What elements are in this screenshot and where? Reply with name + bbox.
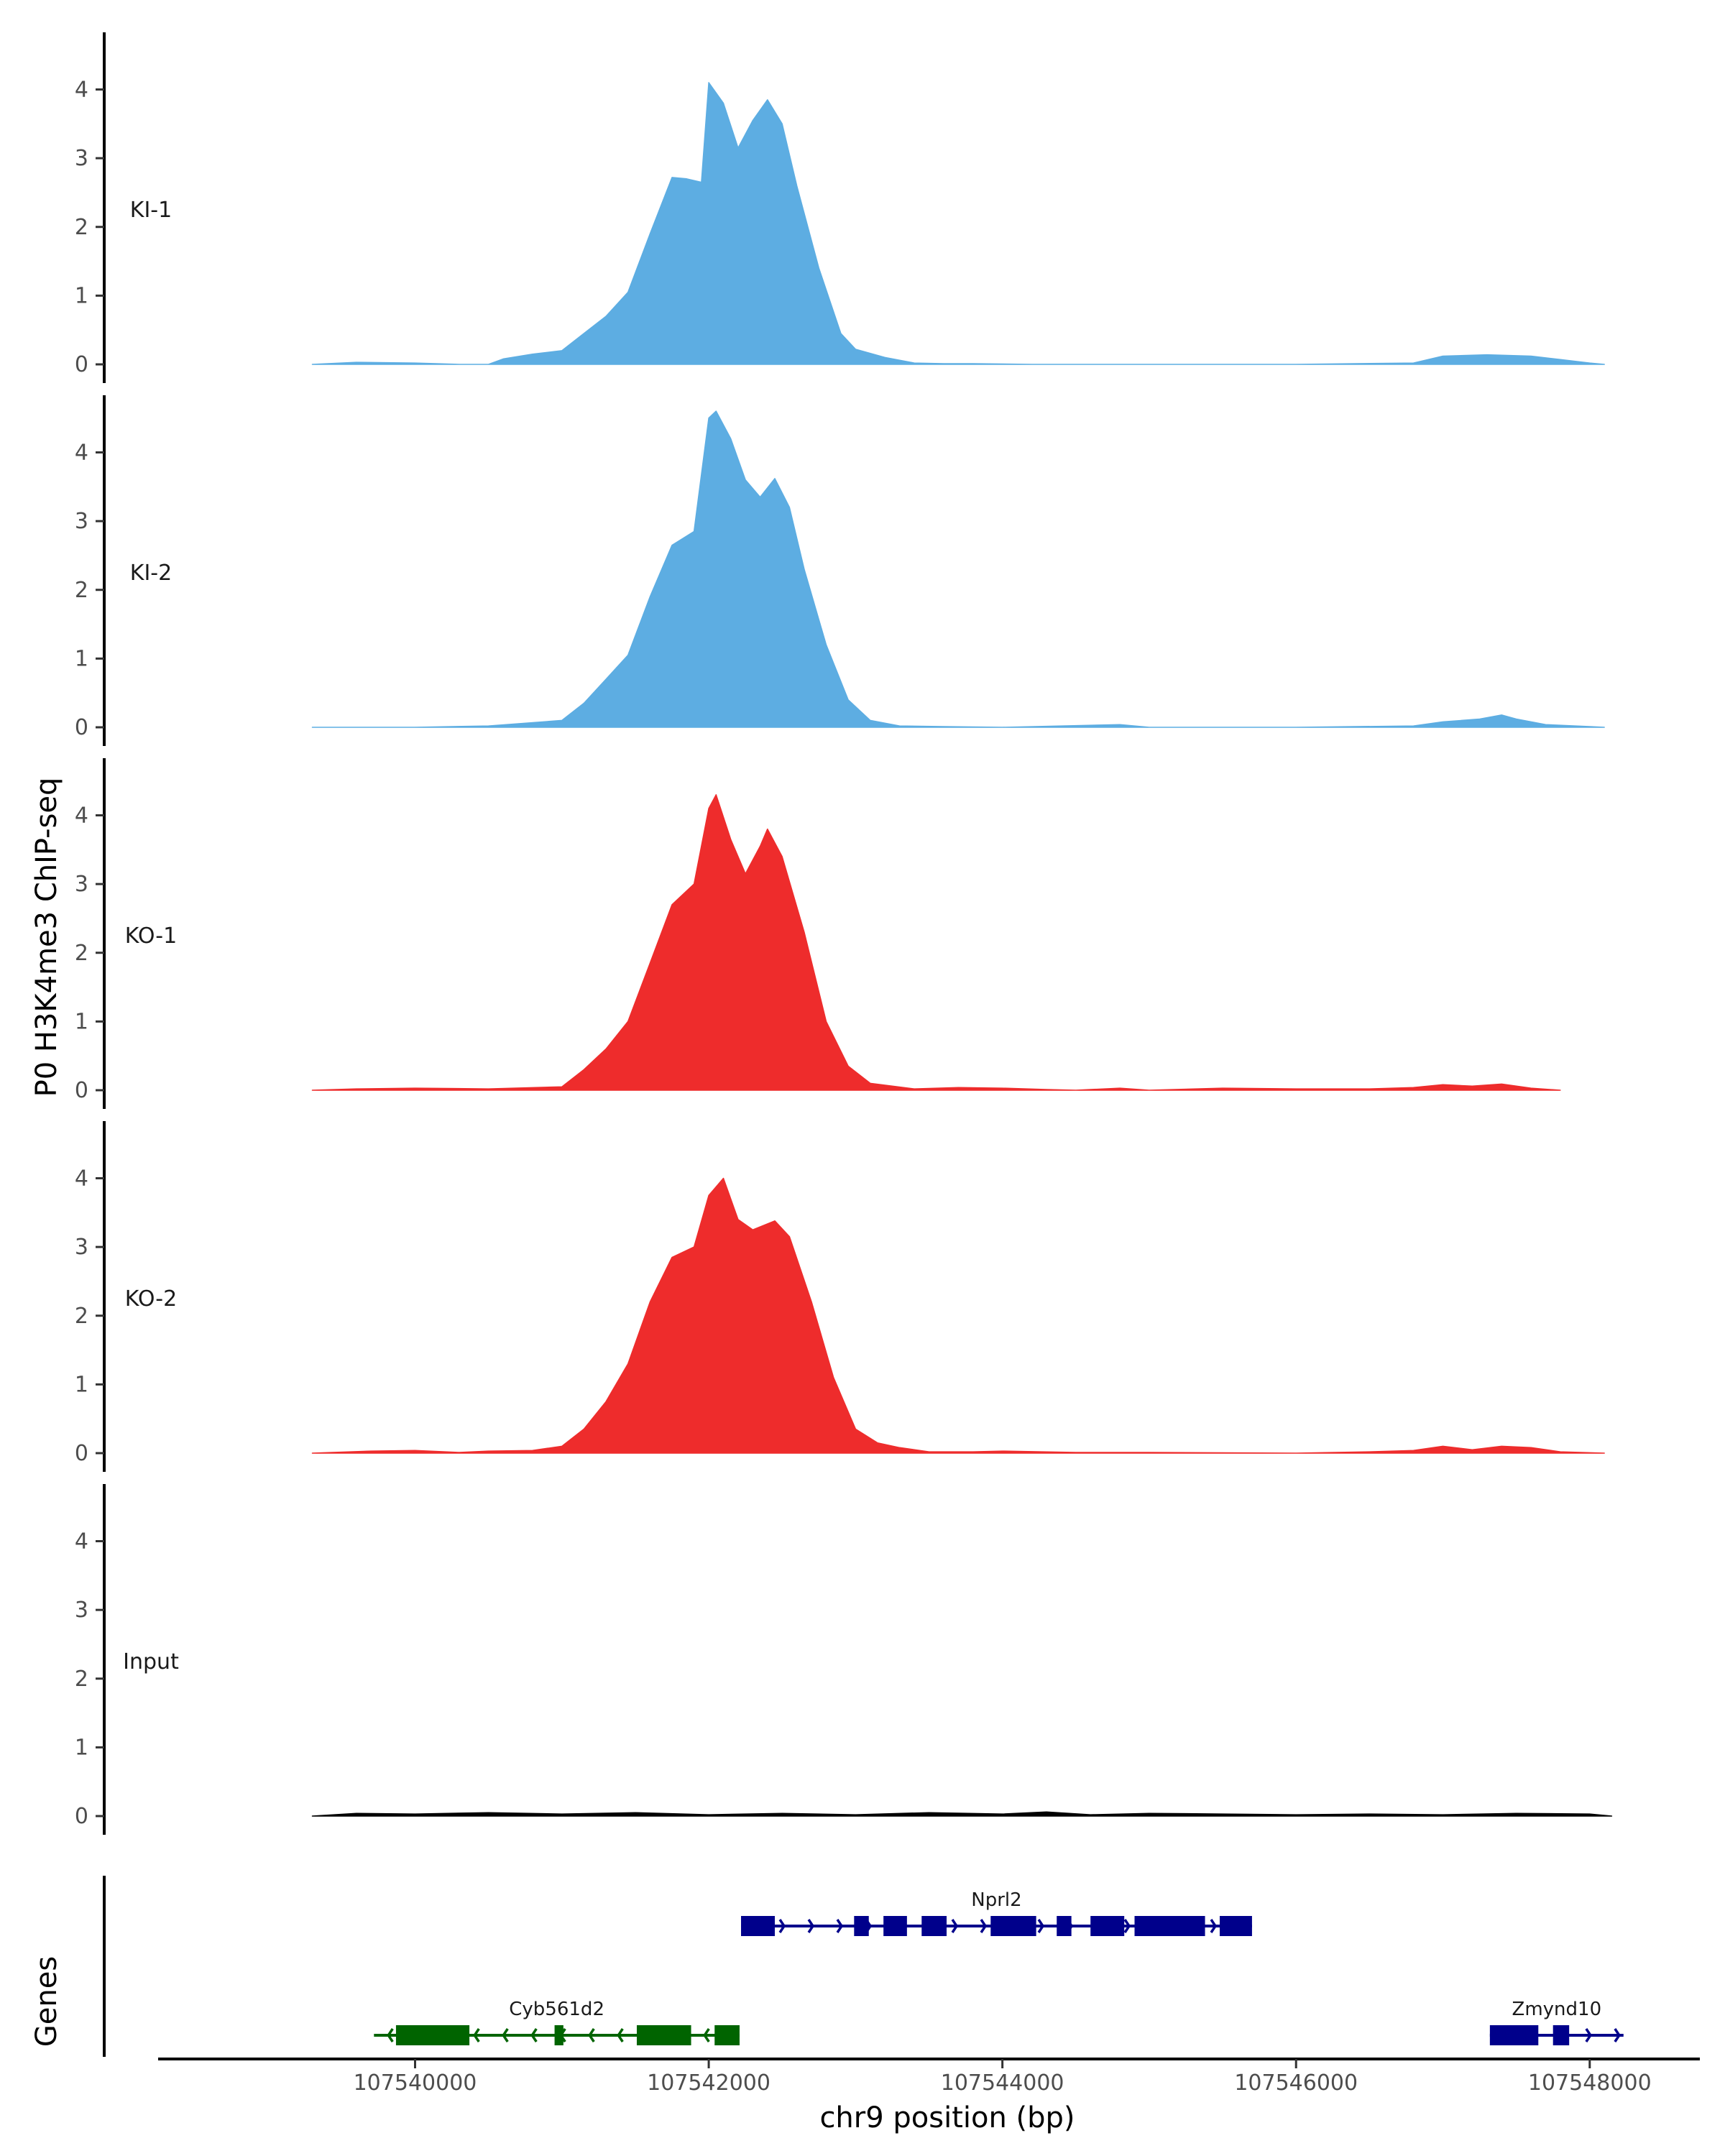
- strand-arrow: [778, 1919, 786, 1933]
- y-tick-label: 0: [75, 1078, 88, 1103]
- coverage-area-ki-2: [311, 410, 1605, 728]
- strand-arrow: [836, 1919, 844, 1933]
- genes-axis-title: Genes: [30, 1956, 63, 2047]
- track-ki-2: 0 1 2 3 4 KI-2: [75, 395, 1605, 746]
- y-tick-label: 4: [75, 1529, 88, 1554]
- genes-layer: Nprl2 Cyb561d2 Zmynd10: [103, 1876, 1624, 2057]
- gene-cyb561d2: Cyb561d2: [374, 1999, 740, 2045]
- x-axis: 107540000 107542000 107544000 107546000 1075…: [158, 2058, 1700, 2096]
- gene-label: Nprl2: [971, 1889, 1021, 1911]
- gene-label: Zmynd10: [1512, 1999, 1602, 2020]
- strand-arrow: [473, 2028, 480, 2042]
- strand-arrow: [502, 2028, 509, 2042]
- x-tick-label: 107546000: [1234, 2070, 1358, 2096]
- y-tick-label: 4: [75, 441, 88, 466]
- y-tick-label: 2: [75, 215, 88, 240]
- gene-exon: [1552, 2025, 1570, 2045]
- strand-arrow: [617, 2028, 624, 2042]
- gene-exon: [1090, 1916, 1125, 1936]
- strand-arrow: [530, 2028, 538, 2042]
- track-input: 0 1 2 3 4 Input: [75, 1484, 1613, 1835]
- y-tick-label: 0: [75, 1804, 88, 1829]
- strand-arrow: [1210, 1919, 1218, 1933]
- track-ko-1: 0 1 2 3 4 KO-1: [75, 758, 1561, 1109]
- y-tick-label: 4: [75, 803, 88, 829]
- y-tick-label: 2: [75, 578, 88, 603]
- gene-exon: [921, 1916, 947, 1936]
- coverage-area-ki-1: [311, 82, 1605, 365]
- y-axis-title: P0 H3K4me3 ChIP-seq: [30, 778, 63, 1097]
- gene-exon: [714, 2025, 740, 2045]
- y-tick-label: 3: [75, 1235, 88, 1260]
- y-tick-label: 1: [75, 1735, 88, 1760]
- y-tick-label: 1: [75, 1372, 88, 1397]
- y-tick-label: 3: [75, 509, 88, 534]
- coverage-area-ko-2: [311, 1177, 1605, 1454]
- y-tick-label: 3: [75, 1598, 88, 1623]
- y-tick-label: 0: [75, 1441, 88, 1466]
- strand-arrow: [951, 1919, 959, 1933]
- y-tick-label: 1: [75, 283, 88, 308]
- track-label: KO-1: [125, 923, 177, 949]
- y-tick-label: 2: [75, 1304, 88, 1329]
- gene-exon: [1057, 1916, 1072, 1936]
- gene-exon: [990, 1916, 1036, 1936]
- gene-exon: [395, 2025, 470, 2045]
- track-ki-1: 0 1 2 3 4 KI-1: [75, 32, 1605, 383]
- y-tick-label: 3: [75, 146, 88, 171]
- gene-label: Cyb561d2: [509, 1999, 604, 2020]
- y-tick-label: 1: [75, 1009, 88, 1034]
- strand-arrow: [387, 2028, 394, 2042]
- y-tick-label: 0: [75, 352, 88, 377]
- coverage-area-input: [311, 1811, 1613, 1817]
- gene-exon: [1489, 2025, 1539, 2045]
- tracks-layer: 0 1 2 3 4 KI-1 0 1 2 3 4 KI-2 0 1 2 3 4 KO-1 0 1 2 3 4 KO-2 0 1 2 3…: [75, 32, 1613, 1835]
- gene-exon: [854, 1916, 869, 1936]
- x-tick-label: 107548000: [1528, 2070, 1652, 2096]
- strand-arrow: [588, 2028, 595, 2042]
- track-label: KI-1: [130, 198, 172, 223]
- y-tick-label: 0: [75, 715, 88, 740]
- gene-exon: [741, 1916, 775, 1936]
- gene-zmynd10: Zmynd10: [1489, 1999, 1624, 2045]
- strand-arrow: [703, 2028, 710, 2042]
- y-tick-label: 1: [75, 646, 88, 671]
- track-label: KO-2: [125, 1286, 177, 1312]
- track-label: Input: [123, 1649, 179, 1674]
- y-tick-label: 3: [75, 872, 88, 897]
- y-tick-label: 2: [75, 1667, 88, 1692]
- gene-exon: [1134, 1916, 1205, 1936]
- coverage-area-ko-1: [311, 794, 1561, 1091]
- x-tick-label: 107540000: [354, 2070, 477, 2096]
- x-tick-label: 107542000: [647, 2070, 770, 2096]
- x-axis-title: chr9 position (bp): [819, 2101, 1075, 2134]
- gene-exon: [636, 2025, 691, 2045]
- gene-exon: [883, 1916, 907, 1936]
- strand-arrow: [1123, 1919, 1131, 1933]
- track-ko-2: 0 1 2 3 4 KO-2: [75, 1121, 1605, 1472]
- strand-arrow: [1037, 1919, 1045, 1933]
- y-tick-label: 4: [75, 78, 88, 103]
- track-label: KI-2: [130, 561, 172, 586]
- y-tick-label: 4: [75, 1166, 88, 1192]
- strand-arrow: [807, 1919, 815, 1933]
- gene-nprl2: Nprl2: [741, 1889, 1252, 1936]
- y-tick-label: 2: [75, 941, 88, 966]
- strand-arrow: [1585, 2028, 1592, 2042]
- x-tick-label: 107544000: [941, 2070, 1064, 2096]
- gene-exon: [1219, 1916, 1252, 1936]
- strand-arrow: [1614, 2028, 1621, 2042]
- strand-arrow: [980, 1919, 988, 1933]
- gene-exon: [554, 2025, 564, 2045]
